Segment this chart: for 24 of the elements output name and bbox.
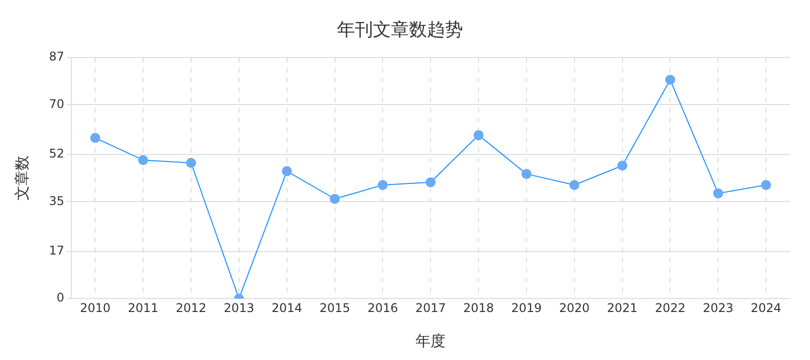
x-tick-label: 2023: [702, 300, 734, 315]
x-tick-label: 2019: [511, 300, 542, 315]
y-tick-label: 0: [56, 290, 64, 305]
y-tick-label: 52: [48, 146, 64, 161]
x-tick-label: 2015: [320, 300, 350, 315]
x-axis-title: 年度: [416, 332, 446, 350]
x-tick-label: 2012: [176, 300, 206, 315]
y-tick-label: 87: [48, 50, 64, 64]
x-tick-label: 2011: [128, 300, 158, 315]
y-tick-label: 17: [48, 244, 64, 258]
y-axis-title: 文章数: [12, 156, 31, 201]
x-tick-label: 2017: [415, 300, 446, 315]
y-tick-label: 35: [48, 194, 64, 208]
x-tick-label: 2014: [272, 300, 302, 315]
y-tick-label: 70: [48, 96, 64, 111]
x-tick-label: 2018: [463, 300, 494, 315]
x-tick-label: 2016: [367, 300, 398, 315]
x-tick-label: 2024: [750, 300, 782, 315]
x-tick-label: 2021: [607, 300, 638, 315]
x-tick-label: 2013: [224, 300, 254, 315]
chart-title: 年刊文章数趋势: [337, 19, 463, 40]
x-tick-label: 2020: [559, 300, 590, 315]
x-tick-label: 2010: [80, 300, 110, 315]
x-tick-label: 2022: [654, 300, 686, 315]
